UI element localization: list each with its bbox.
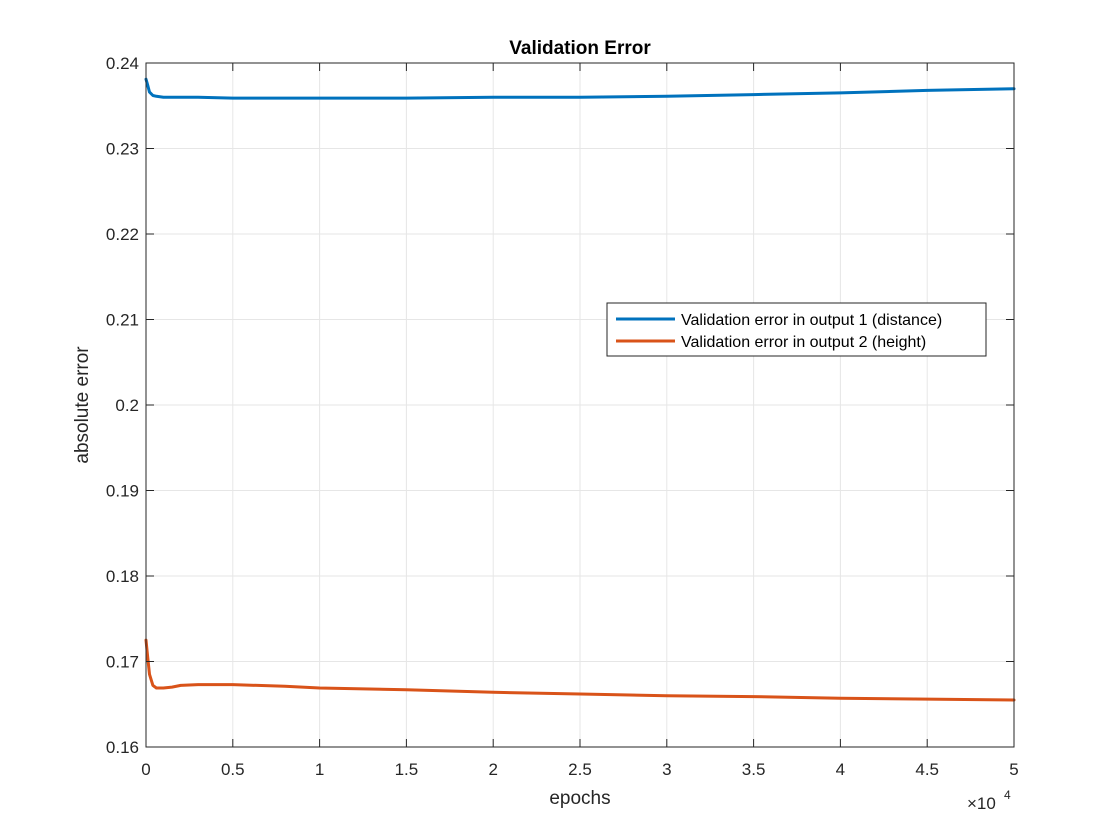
y-tick-label: 0.23 [106,140,139,159]
x-tick-label: 0 [141,760,150,779]
x-tick-label: 5 [1009,760,1018,779]
y-tick-label: 0.19 [106,482,139,501]
series-line-1 [144,77,1016,100]
x-tick-label: 3.5 [742,760,766,779]
x-tick-label: 3 [662,760,671,779]
x-exponent-base: ×10 [967,794,996,813]
series-layer [144,77,1016,702]
x-exponent: ×10 4 [967,788,1011,813]
y-tick-label: 0.16 [106,738,139,757]
x-tick-label: 2 [488,760,497,779]
x-tick-label: 1 [315,760,324,779]
x-tick-label: 2.5 [568,760,592,779]
y-tick-label: 0.17 [106,653,139,672]
y-tick-label: 0.2 [115,396,139,415]
x-tick-label: 4.5 [915,760,939,779]
x-tick-label: 0.5 [221,760,245,779]
x-tick-label: 1.5 [395,760,419,779]
legend: Validation error in output 1 (distance) V… [606,302,987,357]
x-tick-label: 4 [836,760,845,779]
x-axis-label: epochs [549,788,610,809]
legend-label-1: Validation error in output 1 (distance) [681,312,942,329]
y-tick-label: 0.21 [106,311,139,330]
y-axis-label: absolute error [72,346,93,464]
ticks: 0 0.5 1 1.5 2 2.5 3 3.5 4 4.5 5 0.16 0.17 0.18 0.19 0.2… [106,54,1019,779]
chart-title: Validation Error [509,38,651,59]
y-tick-label: 0.24 [106,54,139,73]
y-tick-label: 0.22 [106,225,139,244]
legend-box [606,302,987,357]
x-exponent-power: 4 [1004,788,1011,802]
series-line-2 [144,638,1016,702]
y-tick-label: 0.18 [106,567,139,586]
legend-label-2: Validation error in output 2 (height) [681,334,926,351]
